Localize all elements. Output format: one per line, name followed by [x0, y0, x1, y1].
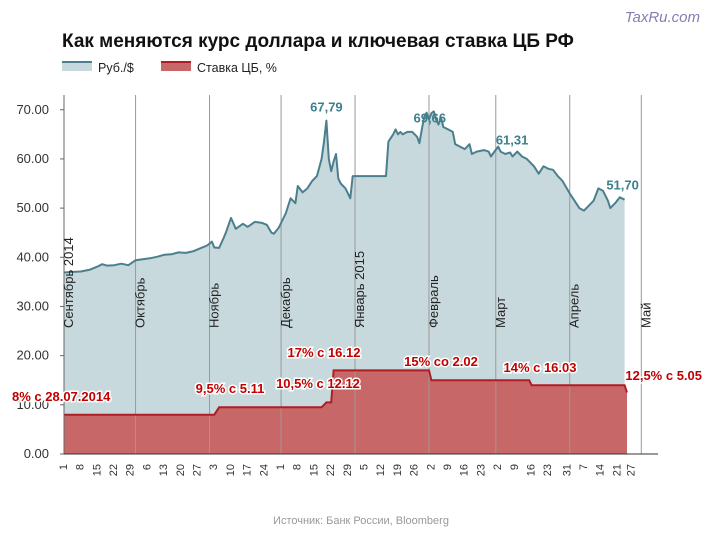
y-tick-label: 70.00 — [16, 102, 49, 117]
rate-label: 8% с 28.07.2014 — [12, 389, 111, 404]
x-tick-label: 29 — [125, 464, 137, 476]
rate-label: 9,5% с 5.11 — [196, 381, 265, 396]
x-tick-label: 22 — [108, 464, 120, 476]
x-tick-label: 9 — [442, 464, 454, 470]
rate-label: 12,5% с 5.05 — [625, 368, 702, 383]
x-tick-label: 6 — [141, 464, 153, 470]
x-tick-label: 19 — [392, 464, 404, 476]
legend-swatch-usd — [62, 62, 92, 71]
legend-item-rate: Ставка ЦБ, % — [161, 61, 277, 75]
y-tick-label: 50.00 — [16, 200, 49, 215]
month-label: Сентябрь 2014 — [61, 237, 76, 328]
x-tick-label: 8 — [75, 464, 87, 470]
month-label: Октябрь — [133, 277, 148, 328]
x-tick-label: 15 — [91, 464, 103, 476]
y-tick-label: 0.00 — [24, 446, 49, 461]
usd-peak-label: 61,31 — [496, 132, 529, 147]
y-tick-label: 10.00 — [16, 397, 49, 412]
x-tick-label: 9 — [509, 464, 521, 470]
plot-area: 0.00 10.00 20.00 30.00 40.00 50.00 60.00 70.00 1… — [11, 95, 704, 476]
usd-line — [63, 110, 626, 274]
x-tick-label: 21 — [611, 464, 623, 476]
x-tick-label: 10 — [225, 464, 237, 476]
y-tick-label: 30.00 — [16, 298, 49, 313]
x-tick-label: 16 — [525, 464, 537, 476]
x-tick-label: 29 — [342, 464, 354, 476]
month-label: Март — [493, 297, 508, 328]
x-tick-label: 2 — [492, 464, 504, 470]
x-tick-label: 16 — [459, 464, 471, 476]
month-label: Январь 2015 — [352, 251, 367, 328]
x-tick-label: 26 — [409, 464, 421, 476]
legend-item-usd: Руб./$ — [62, 61, 134, 75]
month-label: Февраль — [426, 275, 441, 328]
x-tick-label: 1 — [58, 464, 70, 470]
x-tick-label: 20 — [175, 464, 187, 476]
x-tick-label: 22 — [325, 464, 337, 476]
y-tick-label: 20.00 — [16, 348, 49, 363]
usd-area — [64, 111, 625, 455]
y-tick-label: 40.00 — [16, 249, 49, 264]
chart-title: Как меняются курс доллара и ключевая ста… — [62, 31, 574, 52]
x-tick-label: 27 — [626, 464, 638, 476]
month-label: Ноябрь — [207, 283, 222, 328]
usd-peak-label: 51,70 — [606, 178, 639, 193]
x-tick-label: 31 — [561, 464, 573, 476]
x-tick-label: 27 — [191, 464, 203, 476]
month-label: Декабрь — [278, 277, 293, 328]
usd-peak-label: 67,79 — [310, 100, 343, 115]
usd-peak-label: 69,66 — [413, 110, 446, 125]
legend-swatch-rate — [161, 62, 191, 71]
x-tick-label: 8 — [292, 464, 304, 470]
source-note: Источник: Банк России, Bloomberg — [273, 515, 449, 527]
rate-label: 14% с 16.03 — [503, 360, 576, 375]
x-tick-label: 1 — [275, 464, 287, 470]
x-tick-label: 23 — [475, 464, 487, 476]
rate-label: 10,5% с 12.12 — [276, 376, 360, 391]
x-tick-label: 15 — [308, 464, 320, 476]
rate-line — [64, 369, 628, 416]
x-tick-label: 12 — [375, 464, 387, 476]
x-tick-label: 3 — [208, 464, 220, 470]
x-tick-label: 2 — [425, 464, 437, 470]
x-tick-label: 24 — [258, 464, 270, 476]
x-tick-label: 5 — [358, 464, 370, 470]
legend: Руб./$ Ставка ЦБ, % — [62, 61, 277, 75]
legend-label-rate: Ставка ЦБ, % — [197, 61, 277, 75]
legend-label-usd: Руб./$ — [98, 61, 134, 75]
x-tick-label: 13 — [158, 464, 170, 476]
rate-label: 15% со 2.02 — [404, 354, 478, 369]
x-tick-label: 14 — [595, 464, 607, 476]
rate-area — [64, 370, 627, 454]
x-tick-label: 7 — [578, 464, 590, 470]
y-tick-label: 60.00 — [16, 151, 49, 166]
month-label: Май — [638, 303, 653, 328]
x-tick-label: 23 — [542, 464, 554, 476]
watermark: TaxRu.com — [625, 9, 700, 26]
month-label: Апрель — [567, 284, 582, 328]
rate-label: 17% с 16.12 — [287, 345, 360, 360]
x-tick-label: 17 — [242, 464, 254, 476]
